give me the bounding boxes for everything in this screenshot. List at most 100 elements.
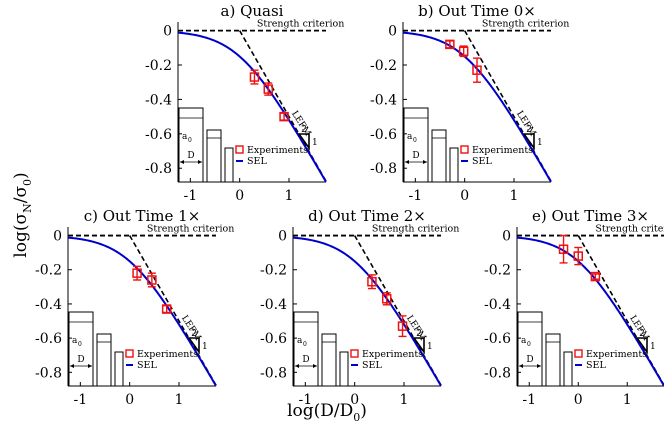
x-tick-label: -1 <box>409 188 423 204</box>
y-tick-label: 0 <box>278 229 287 245</box>
slope-label-1: 1 <box>537 138 543 148</box>
y-tick-label: -0.8 <box>484 365 511 381</box>
legend-sel-label: SEL <box>586 360 606 371</box>
inset-beam-large <box>517 311 543 387</box>
legend-experiments-marker <box>574 349 583 358</box>
y-tick-label: -0.4 <box>35 297 62 313</box>
y-tick-label: 0 <box>53 229 62 245</box>
experiment-point-2 <box>458 46 469 56</box>
x-tick-label: 1 <box>623 392 632 408</box>
legend-sel-label: SEL <box>472 156 492 167</box>
x-tick-label: -1 <box>522 392 536 408</box>
panel-b: b) Out Time 0× 0 -0.2 -0.4 -0.6 -0.8 -1 0 1 Stren… <box>370 2 569 204</box>
legend-experiments-label: Experiments <box>472 145 533 156</box>
panel-c: c) Out Time 1× 0 -0.2 -0.4 -0.6 -0.8 -1 0 1 Stren… <box>35 207 234 408</box>
legend-experiments-marker <box>235 145 244 154</box>
x-tick-label: 1 <box>510 188 519 204</box>
legend-experiments-label: Experiments <box>137 349 198 360</box>
y-tick-label: -0.4 <box>260 297 287 313</box>
lefm-line <box>577 235 664 386</box>
legend-experiments-label: Experiments <box>362 349 423 360</box>
legend-experiments-marker <box>460 145 469 154</box>
sel-curve <box>67 236 217 387</box>
inset-beam-medium <box>96 333 112 387</box>
x-tick-label: -1 <box>184 188 198 204</box>
experiment-point-2 <box>263 84 274 94</box>
y-tick-label: 0 <box>388 24 397 40</box>
inset-a0-sub: 0 <box>303 341 307 348</box>
inset-d-label: D <box>77 355 84 365</box>
y-tick-label: -0.4 <box>145 92 172 108</box>
y-tick-label: -0.4 <box>370 92 397 108</box>
panels: a) Quasi 0 -0.2 -0.4 -0.6 -0.8 -1 0 1 Strength cr… <box>35 2 664 408</box>
inset-beam-small <box>114 351 124 387</box>
x-tick-label: 0 <box>125 392 134 408</box>
inset-a0-label: a <box>407 132 413 142</box>
panel-title: a) Quasi <box>221 2 284 20</box>
experiment-point-2 <box>573 251 583 261</box>
inset-d-label: D <box>187 151 194 161</box>
inset-beam-small <box>563 351 573 387</box>
slope-label-2: 2 <box>639 329 645 339</box>
legend-experiments-marker <box>350 349 359 358</box>
panel-title: b) Out Time 0× <box>418 2 536 20</box>
inset-beam-large <box>293 311 319 387</box>
x-tick-label: 1 <box>175 392 184 408</box>
inset-beam-medium <box>321 333 337 387</box>
experiment-point-3 <box>161 304 172 314</box>
experiment-point-3 <box>590 271 601 282</box>
y-tick-label: -0.4 <box>484 297 511 313</box>
strength-criterion-label: Strength criterion <box>147 224 234 235</box>
y-tick-label: -0.8 <box>145 161 172 177</box>
panel-e: e) Out Time 3× 0 -0.2 -0.4 -0.6 -0.8 -1 0 1 Stren… <box>484 207 664 408</box>
inset-a0-label: a <box>297 336 303 346</box>
x-tick-label: 0 <box>235 188 244 204</box>
inset-a0-sub: 0 <box>188 137 192 144</box>
panel-title: e) Out Time 3× <box>532 207 649 225</box>
y-axis-label: log(σN/σ0) <box>11 172 34 257</box>
y-tick-label: -0.6 <box>260 331 287 347</box>
legend-experiments-label: Experiments <box>247 145 308 156</box>
y-tick-label: -0.2 <box>260 263 287 279</box>
legend-sel-label: SEL <box>137 360 157 371</box>
experiment-point-1 <box>249 72 260 82</box>
experiment-point-3 <box>397 321 408 331</box>
y-tick-label: -0.6 <box>35 331 62 347</box>
y-tick-label: -0.6 <box>484 331 511 347</box>
inset-a0-sub: 0 <box>78 341 82 348</box>
experiment-point-1 <box>445 39 455 50</box>
experiment-point-2 <box>147 275 157 285</box>
inset-d-label: D <box>412 151 419 161</box>
x-tick-label: 1 <box>285 188 294 204</box>
slope-triangle <box>187 337 200 355</box>
y-tick-label: -0.8 <box>35 365 62 381</box>
inset-a0-label: a <box>521 336 527 346</box>
slope-label-1: 1 <box>427 342 433 352</box>
experiment-point-1 <box>367 276 377 287</box>
panel-title: c) Out Time 1× <box>84 207 201 225</box>
panel-d: d) Out Time 2× 0 -0.2 -0.4 -0.6 -0.8 -1 0 1 Stren… <box>260 207 459 408</box>
slope-triangle <box>522 133 535 151</box>
lefm-line <box>353 235 442 386</box>
slope-triangle <box>297 133 310 151</box>
y-tick-label: -0.6 <box>370 127 397 143</box>
legend-experiments-marker <box>125 349 134 358</box>
inset-beam-small <box>449 147 459 183</box>
inset-beam-large <box>68 311 94 387</box>
inset-beam-large <box>403 107 429 183</box>
inset-d-label: D <box>302 355 309 365</box>
x-axis-label: log(D/D0) <box>287 401 367 424</box>
x-tick-label: 1 <box>400 392 409 408</box>
sel-curve <box>516 236 664 387</box>
experiment-point-1 <box>558 244 569 254</box>
legend-sel-label: SEL <box>362 360 382 371</box>
inset-a0-label: a <box>182 132 188 142</box>
slope-label-1: 1 <box>312 138 318 148</box>
slope-label-1: 1 <box>650 342 656 352</box>
sel-curve <box>177 31 327 183</box>
slope-label-2: 2 <box>191 329 197 339</box>
x-tick-label: -1 <box>299 392 313 408</box>
inset-a0-sub: 0 <box>413 137 417 144</box>
panel-a: a) Quasi 0 -0.2 -0.4 -0.6 -0.8 -1 0 1 Strength cr… <box>145 2 344 204</box>
